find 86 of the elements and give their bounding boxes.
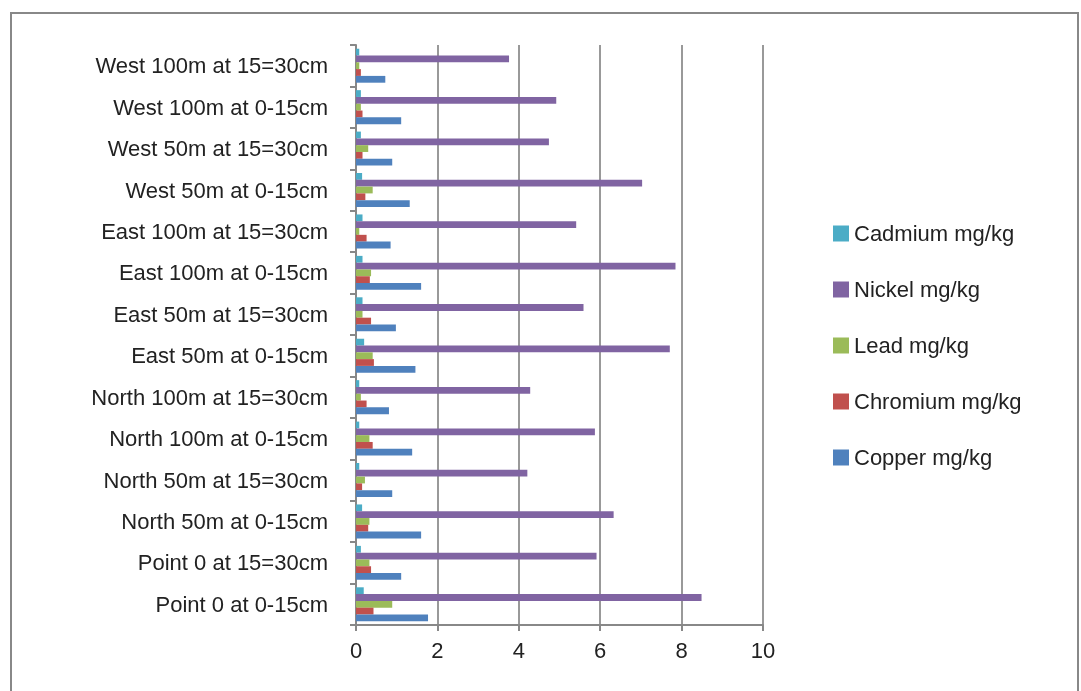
bar [356, 276, 370, 284]
y-tick-label: West 50m at 15=30cm [107, 136, 328, 162]
y-tick-label: West 100m at 15=30cm [95, 53, 328, 79]
bar [356, 545, 361, 553]
y-tick-label: East 100m at 0-15cm [118, 260, 328, 286]
bar [356, 359, 374, 366]
bar [356, 304, 584, 311]
bar [356, 138, 549, 146]
bar [356, 594, 702, 601]
bar [356, 110, 363, 118]
y-tick-label: East 50m at 0-15cm [131, 343, 328, 369]
bar [356, 179, 643, 187]
bar [356, 186, 373, 194]
bar [356, 463, 360, 470]
bar [356, 200, 410, 207]
bar [356, 441, 373, 449]
legend-label: Nickel mg/kg [854, 277, 980, 302]
bar [356, 131, 361, 139]
bar [356, 573, 402, 580]
y-tick-label: North 50m at 0-15cm [121, 508, 328, 534]
x-tick-label: 0 [349, 637, 363, 663]
bar [356, 62, 360, 70]
bar [356, 145, 369, 152]
bar [356, 393, 361, 401]
bar [356, 511, 614, 519]
bar [356, 607, 374, 615]
y-tick-label: West 50m at 0-15cm [125, 177, 328, 203]
y-tick-label: East 50m at 15=30cm [113, 301, 328, 327]
bar [356, 407, 389, 415]
bar [356, 173, 363, 180]
bar [356, 587, 364, 595]
bar [356, 193, 366, 201]
bar [356, 504, 363, 512]
bar [356, 269, 372, 277]
x-tick-label: 4 [512, 637, 525, 663]
legend-label: Copper mg/kg [854, 445, 993, 470]
bar [356, 518, 370, 525]
bar [356, 448, 413, 456]
x-tick-label: 8 [675, 637, 688, 663]
bar [356, 352, 373, 360]
bar [356, 483, 363, 491]
bar [356, 96, 557, 104]
y-tick-label: North 50m at 15=30cm [103, 467, 328, 493]
bar [356, 400, 367, 408]
bar [356, 103, 361, 111]
x-tick-label: 2 [431, 637, 444, 663]
bar [356, 338, 365, 346]
bar [356, 221, 577, 229]
bar [356, 234, 367, 242]
y-tick-label: North 100m at 0-15cm [109, 426, 328, 452]
bar [356, 228, 360, 235]
bar [356, 524, 369, 532]
bar [356, 48, 360, 56]
bar [356, 214, 363, 222]
bar [356, 600, 393, 608]
legend-label: Cadmium mg/kg [854, 221, 1015, 246]
bar [356, 566, 372, 574]
bar [356, 255, 363, 263]
bar [356, 324, 396, 332]
bar [356, 297, 363, 305]
bar [356, 614, 429, 622]
bar [356, 386, 531, 394]
bar [356, 158, 393, 166]
bar [356, 283, 422, 290]
x-tick-label: 10 [750, 637, 776, 663]
bar [356, 90, 361, 97]
y-tick-label: West 100m at 0-15cm [113, 94, 328, 120]
bar [356, 435, 370, 442]
y-tick-label: North 100m at 15=30cm [91, 384, 328, 410]
bar [356, 117, 402, 125]
bar [356, 75, 386, 83]
bar [356, 365, 416, 373]
legend-label: Lead mg/kg [854, 333, 969, 358]
bar [356, 151, 363, 159]
bar [356, 490, 393, 497]
y-tick-label: Point 0 at 15=30cm [137, 550, 328, 576]
bar [356, 310, 363, 318]
bar [356, 428, 595, 436]
x-tick-label: 6 [594, 637, 607, 663]
bar [356, 469, 528, 477]
bar [356, 380, 360, 387]
bar [356, 559, 370, 567]
y-tick-label: East 100m at 15=30cm [101, 218, 328, 244]
legend-label: Chromium mg/kg [854, 389, 1022, 414]
y-tick-label: Point 0 at 0-15cm [155, 591, 328, 617]
bar [356, 69, 361, 76]
